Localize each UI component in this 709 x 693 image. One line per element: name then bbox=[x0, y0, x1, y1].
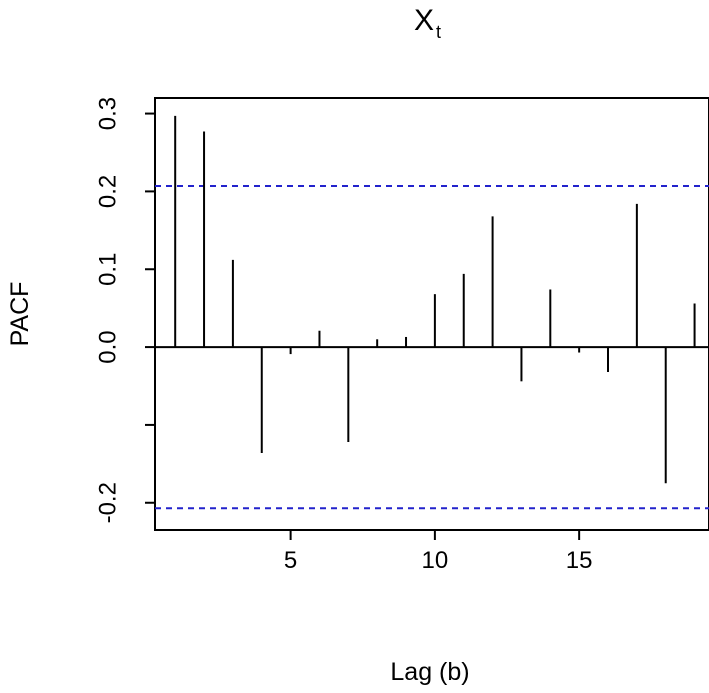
y-axis-label: PACF bbox=[6, 282, 34, 347]
confidence-bounds bbox=[155, 184, 709, 510]
pacf-bars bbox=[174, 115, 696, 484]
y-tick-label: 0.0 bbox=[94, 330, 121, 363]
chart-title-subscript: t bbox=[436, 22, 441, 42]
y-tick-label: 0.1 bbox=[94, 253, 121, 286]
x-tick-label: 5 bbox=[284, 547, 297, 574]
x-axis: 5 10 15 bbox=[284, 530, 593, 574]
chart-title-main: X bbox=[414, 4, 434, 37]
y-axis: -0.2 0.0 0.1 0.2 0.3 bbox=[94, 97, 155, 523]
y-tick-label: 0.2 bbox=[94, 175, 121, 208]
y-tick-label: -0.2 bbox=[94, 482, 121, 523]
x-tick-label: 10 bbox=[422, 547, 449, 574]
plot-frame bbox=[154, 97, 709, 531]
y-tick-label: 0.3 bbox=[94, 97, 121, 130]
x-axis-label: Lag (b) bbox=[390, 658, 469, 686]
x-tick-label: 15 bbox=[566, 547, 593, 574]
